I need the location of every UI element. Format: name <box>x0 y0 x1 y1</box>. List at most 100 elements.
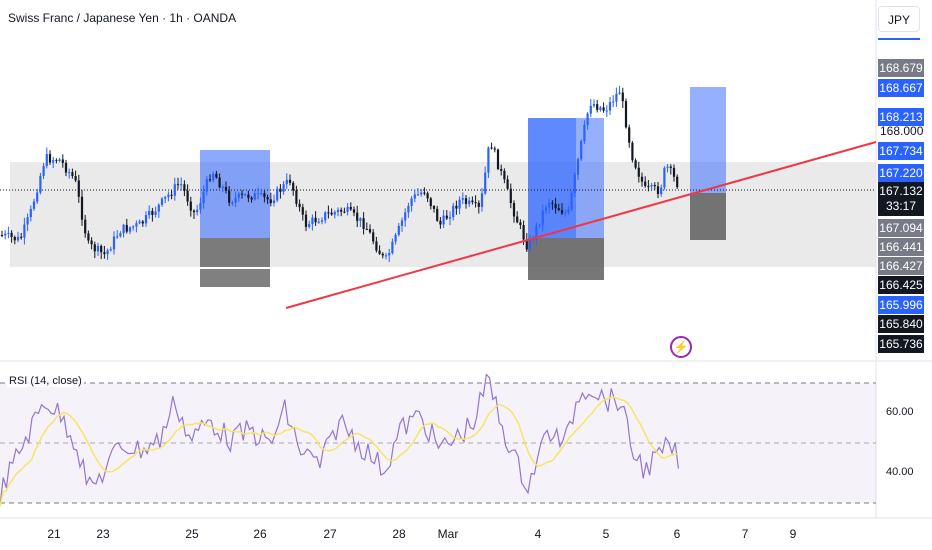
candle-body <box>602 107 605 111</box>
candle-body <box>650 185 653 187</box>
candle-body <box>413 194 416 199</box>
candle-body <box>352 209 356 213</box>
price-label: 168.667 <box>878 79 924 97</box>
candle-body <box>381 253 384 256</box>
candle-body <box>336 209 340 213</box>
position-box-stop-2 <box>528 238 604 280</box>
candle-body <box>64 162 68 173</box>
candle-body <box>320 220 324 222</box>
candle-body <box>560 209 564 214</box>
candle-body <box>548 202 551 208</box>
candle-body <box>327 212 330 214</box>
candle-body <box>112 236 116 250</box>
candle-body <box>628 127 631 143</box>
candle-body <box>279 188 282 192</box>
candle-body <box>484 172 487 194</box>
candle-body <box>452 205 455 218</box>
candle-body <box>160 198 164 205</box>
candle-body <box>410 198 413 206</box>
candle-body <box>468 200 471 204</box>
candle-body <box>663 167 666 188</box>
candle-body <box>196 209 199 213</box>
price-tick: 168.000 <box>880 124 924 138</box>
candle-body <box>128 227 132 232</box>
candle-body <box>96 245 100 252</box>
currency-button[interactable]: JPY <box>878 6 920 32</box>
position-box-target-2a <box>528 118 576 238</box>
time-tick: 9 <box>789 527 797 541</box>
current-price-value: 167.132 <box>879 184 923 198</box>
candle-body <box>647 185 650 187</box>
candle-body <box>285 179 288 185</box>
candle-body <box>263 193 266 198</box>
time-tick: 28 <box>392 527 406 541</box>
candle-body <box>506 179 509 189</box>
candle-body <box>295 190 298 204</box>
candle-body <box>100 245 103 253</box>
position-box-stop-3 <box>690 193 726 240</box>
candle-body <box>298 203 301 208</box>
candle-body <box>455 205 458 209</box>
candle-body <box>0 235 4 236</box>
symbol-title[interactable]: Swiss Franc / Japanese Yen · 1h · OANDA <box>8 11 237 25</box>
candle-body <box>592 104 596 106</box>
candle-body <box>557 208 560 210</box>
candle-body <box>554 203 557 209</box>
candle-body <box>464 198 468 204</box>
candle-body <box>445 215 448 219</box>
candle-body <box>308 224 311 227</box>
candle-body <box>660 187 663 195</box>
candle-body <box>224 186 228 191</box>
candle-body <box>535 225 538 239</box>
candle-body <box>269 199 272 204</box>
candle-body <box>624 101 628 128</box>
candle-body <box>400 220 404 226</box>
price-label: 165.840 <box>878 315 924 333</box>
candle-body <box>148 210 151 216</box>
position-box-target-1 <box>200 150 270 238</box>
candle-body <box>4 233 7 236</box>
candle-body <box>208 179 212 181</box>
candle-body <box>154 211 157 215</box>
price-label: 166.441 <box>878 238 924 256</box>
candle-body <box>176 184 180 186</box>
candle-body <box>215 173 218 178</box>
candle-body <box>87 233 90 241</box>
candle-body <box>589 105 592 114</box>
candle-body <box>119 233 122 237</box>
candles-group <box>0 85 679 263</box>
candle-body <box>23 224 26 238</box>
bolt-icon[interactable]: ⚡ <box>670 336 692 358</box>
rsi-tick: 60.00 <box>886 406 914 418</box>
candle-body <box>16 236 20 241</box>
candle-body <box>525 239 528 250</box>
price-label: 168.679 <box>878 59 924 77</box>
candle-body <box>333 212 336 215</box>
candle-body <box>253 193 256 200</box>
candle-body <box>42 166 45 176</box>
rsi-indicator-label[interactable]: RSI (14, close) <box>7 375 84 387</box>
candle-body <box>32 201 36 209</box>
candle-body <box>519 222 522 226</box>
candle-body <box>221 186 224 188</box>
candle-body <box>266 197 269 200</box>
candle-body <box>68 172 71 174</box>
current-price-label: 167.132 33:17 <box>878 182 924 216</box>
candle-body <box>608 101 612 111</box>
candle-body <box>448 217 452 219</box>
trendline[interactable] <box>285 141 877 309</box>
candle-body <box>471 200 474 203</box>
candle-body <box>621 92 624 102</box>
candle-body <box>538 224 541 226</box>
candle-body <box>378 250 381 254</box>
candle-body <box>388 253 391 256</box>
candle-body <box>247 194 250 198</box>
candle-body <box>317 221 320 223</box>
candle-body <box>240 193 244 195</box>
candle-body <box>397 225 400 235</box>
candle-body <box>164 197 167 199</box>
candle-body <box>58 159 61 162</box>
candle-body <box>634 160 637 168</box>
